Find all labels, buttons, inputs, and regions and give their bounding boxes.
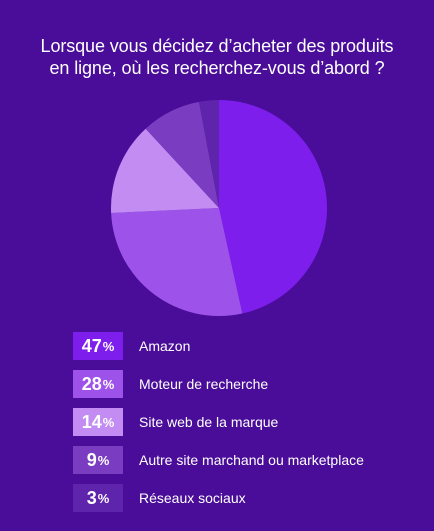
legend-value: 3 bbox=[86, 487, 97, 508]
legend-label: Autre site marchand ou marketplace bbox=[139, 452, 364, 468]
legend-unit: % bbox=[102, 376, 115, 392]
legend-item-reseaux-sociaux: 3% Réseaux sociaux bbox=[73, 484, 413, 512]
legend-badge: 14% bbox=[73, 408, 123, 436]
legend-unit: % bbox=[97, 490, 110, 506]
pie-slice-3 bbox=[145, 101, 219, 208]
legend-value: 47 bbox=[81, 335, 102, 356]
chart-title-line-2: en ligne, où les recherchez-vous d’abord… bbox=[49, 58, 385, 78]
legend-item-site-web-marque: 14% Site web de la marque bbox=[73, 408, 413, 436]
legend-badge: 9% bbox=[73, 446, 123, 474]
legend-item-autre-site-marchand: 9% Autre site marchand ou marketplace bbox=[73, 446, 413, 474]
legend-label: Moteur de recherche bbox=[139, 376, 269, 392]
legend-label: Réseaux sociaux bbox=[139, 490, 246, 506]
legend-badge: 28% bbox=[73, 370, 123, 398]
chart-title-line-1: Lorsque vous décidez d’acheter des produ… bbox=[40, 36, 394, 56]
legend-unit: % bbox=[102, 414, 115, 430]
chart-title: Lorsque vous décidez d’acheter des produ… bbox=[0, 35, 434, 79]
pie-slice-2 bbox=[111, 128, 219, 214]
legend-value: 14 bbox=[81, 411, 102, 432]
legend-label: Site web de la marque bbox=[139, 414, 279, 430]
legend-item-moteur-de-recherche: 28% Moteur de recherche bbox=[73, 370, 413, 398]
pie-slice-1 bbox=[111, 208, 243, 316]
legend-value: 9 bbox=[86, 449, 97, 470]
legend-badge: 47% bbox=[73, 332, 123, 360]
pie-slice-0 bbox=[219, 100, 327, 314]
pie-slice-4 bbox=[198, 100, 219, 208]
legend-badge: 3% bbox=[73, 484, 123, 512]
legend: 47% Amazon 28% Moteur de recherche 14% S… bbox=[73, 332, 413, 522]
legend-item-amazon: 47% Amazon bbox=[73, 332, 413, 360]
legend-label: Amazon bbox=[139, 338, 191, 354]
legend-unit: % bbox=[102, 338, 115, 354]
legend-value: 28 bbox=[81, 373, 102, 394]
legend-unit: % bbox=[97, 452, 110, 468]
